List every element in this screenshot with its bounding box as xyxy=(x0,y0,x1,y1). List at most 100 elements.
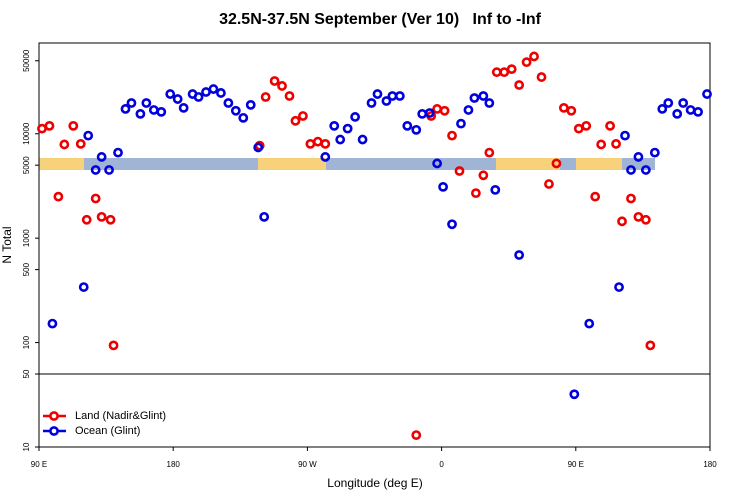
data-point xyxy=(649,147,660,158)
data-point xyxy=(312,136,323,147)
data-point xyxy=(104,165,114,175)
data-point xyxy=(702,89,712,99)
data-point xyxy=(320,152,331,162)
chart-title: 32.5N-37.5N September (Ver 10) Inf to -I… xyxy=(219,11,542,28)
data-point xyxy=(387,91,398,101)
data-point xyxy=(47,318,58,329)
data-point xyxy=(536,72,547,82)
data-point xyxy=(208,84,219,94)
x-axis-label: Longitude (deg E) xyxy=(327,476,422,490)
data-point xyxy=(245,99,256,110)
legend-label: Ocean (Glint) xyxy=(75,425,140,437)
data-point xyxy=(156,106,167,117)
data-point xyxy=(484,98,495,108)
data-point xyxy=(342,123,353,134)
data-point xyxy=(469,93,480,103)
data-point xyxy=(626,165,636,175)
data-point xyxy=(81,214,92,225)
plot-frame xyxy=(38,42,711,448)
data-point xyxy=(284,91,295,101)
data-point xyxy=(59,139,70,150)
y-tick-label: 100 xyxy=(22,335,31,349)
data-point xyxy=(381,96,392,106)
y-tick-label: 50000 xyxy=(22,49,31,72)
data-point xyxy=(83,130,94,141)
data-point xyxy=(614,282,624,292)
data-point xyxy=(335,134,346,145)
data-point xyxy=(617,216,627,227)
data-point xyxy=(693,106,703,117)
data-point xyxy=(201,87,211,97)
data-point xyxy=(645,340,656,351)
x-tick-label: 90 E xyxy=(568,460,584,469)
data-point xyxy=(411,430,422,441)
data-point xyxy=(626,193,636,204)
data-point xyxy=(394,91,405,101)
data-point xyxy=(148,105,159,115)
data-point xyxy=(551,158,562,169)
data-point xyxy=(558,102,569,113)
legend-marker xyxy=(49,411,59,421)
data-point xyxy=(269,76,280,86)
data-point xyxy=(611,138,621,149)
data-point xyxy=(478,91,489,101)
data-point xyxy=(417,108,428,119)
data-point xyxy=(90,193,101,204)
data-point xyxy=(584,318,595,329)
data-point xyxy=(566,105,577,116)
x-tick-label: 180 xyxy=(703,460,717,469)
y-tick-label: 500 xyxy=(22,262,31,276)
data-point xyxy=(657,104,668,114)
data-point xyxy=(470,188,481,199)
data-point xyxy=(432,158,443,169)
data-point xyxy=(329,120,340,131)
data-point xyxy=(216,88,226,98)
data-point xyxy=(172,94,183,104)
data-point xyxy=(372,89,383,99)
data-point xyxy=(514,80,525,90)
data-point xyxy=(411,124,422,135)
data-point xyxy=(663,98,674,108)
legend-label: Land (Nadir&Glint) xyxy=(75,410,166,422)
data-point xyxy=(514,250,525,260)
data-point xyxy=(499,67,510,78)
data-point xyxy=(490,184,501,195)
data-point xyxy=(432,104,443,114)
data-point xyxy=(672,108,683,119)
data-point xyxy=(78,282,89,292)
data-point xyxy=(463,105,474,115)
data-point xyxy=(141,98,152,108)
data-point xyxy=(165,89,176,99)
data-point xyxy=(640,214,651,225)
x-tick-label: 90 W xyxy=(298,460,317,469)
data-point xyxy=(447,219,457,230)
y-tick-label: 1000 xyxy=(22,229,31,247)
map-strip xyxy=(39,158,655,170)
ocean-band xyxy=(82,158,655,170)
data-point xyxy=(605,120,615,131)
land-band xyxy=(258,158,326,170)
data-point xyxy=(120,104,131,114)
data-point xyxy=(678,98,689,108)
data-point xyxy=(685,105,696,115)
data-point xyxy=(544,179,554,189)
land-band xyxy=(39,158,84,170)
data-point xyxy=(439,105,450,116)
data-point xyxy=(569,389,580,400)
land-band xyxy=(496,158,560,170)
data-point xyxy=(581,120,592,131)
legend-marker xyxy=(49,426,59,436)
data-point xyxy=(350,112,361,122)
data-point xyxy=(357,134,368,145)
x-tick-label: 0 xyxy=(439,460,444,469)
y-tick-label: 10000 xyxy=(22,122,31,145)
data-point xyxy=(259,211,270,222)
data-point xyxy=(529,51,539,62)
data-point xyxy=(135,108,146,119)
land-band xyxy=(576,158,622,170)
data-point xyxy=(633,211,644,222)
data-point xyxy=(108,340,119,351)
y-tick-label: 50 xyxy=(22,369,31,378)
x-tick-label: 180 xyxy=(167,460,181,469)
data-point xyxy=(478,170,489,181)
